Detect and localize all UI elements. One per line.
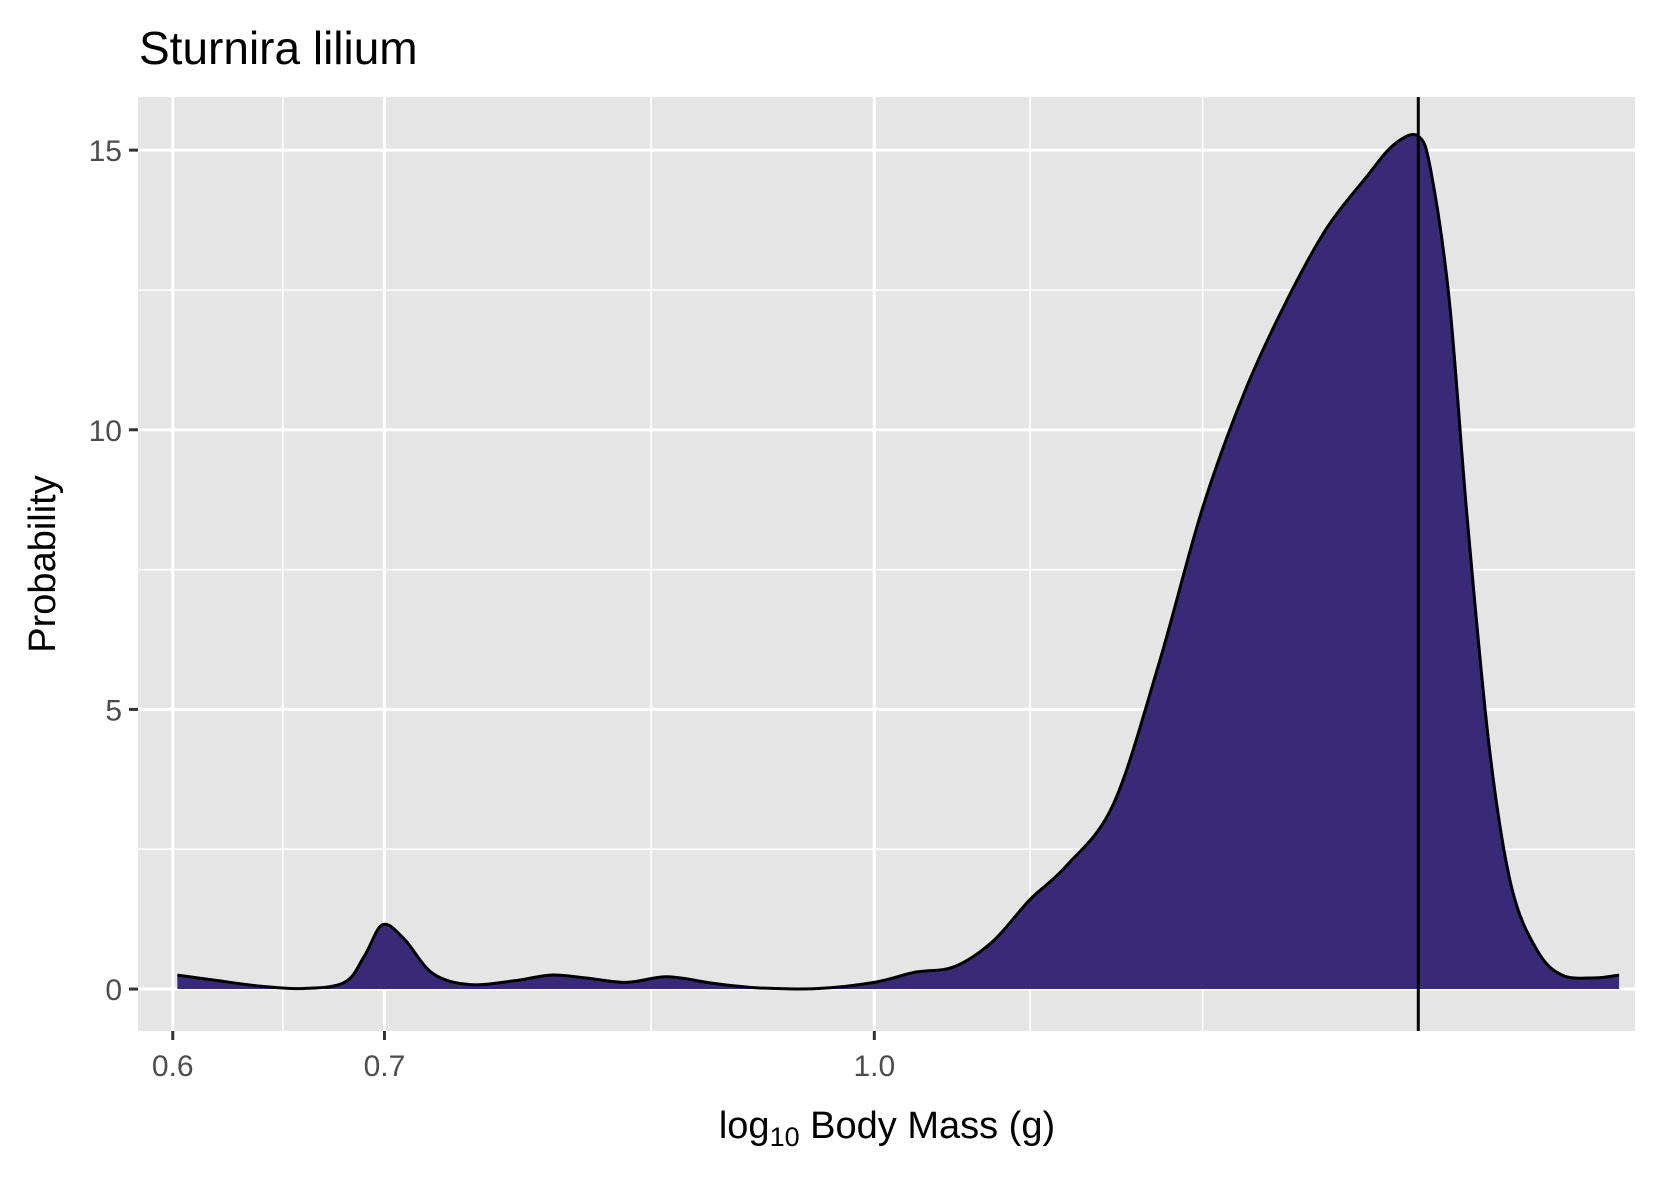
- x-tick-label: 0.6: [152, 1050, 194, 1083]
- x-tick-label: 0.7: [364, 1050, 406, 1083]
- density-area: [177, 134, 1620, 990]
- x-axis: 0.6 0.7 1.0: [152, 1031, 895, 1083]
- x-axis-title-suffix: Body Mass (g): [800, 1105, 1056, 1147]
- chart-title: Sturnira lilium: [139, 22, 418, 74]
- x-tick-label: 1.0: [853, 1050, 895, 1083]
- density-line: [177, 133, 1620, 991]
- y-tick-label: 15: [89, 135, 122, 168]
- y-axis: 0 5 10 15: [89, 135, 138, 1007]
- y-tick-label: 0: [105, 974, 122, 1007]
- y-tick-label: 10: [89, 415, 122, 448]
- y-tick-label: 5: [105, 694, 122, 727]
- y-axis-title: Probability: [22, 475, 64, 652]
- x-axis-title-subscript: 10: [770, 1122, 800, 1152]
- x-axis-title: log10 Body Mass (g): [719, 1105, 1055, 1152]
- x-axis-title-prefix: log: [719, 1105, 770, 1147]
